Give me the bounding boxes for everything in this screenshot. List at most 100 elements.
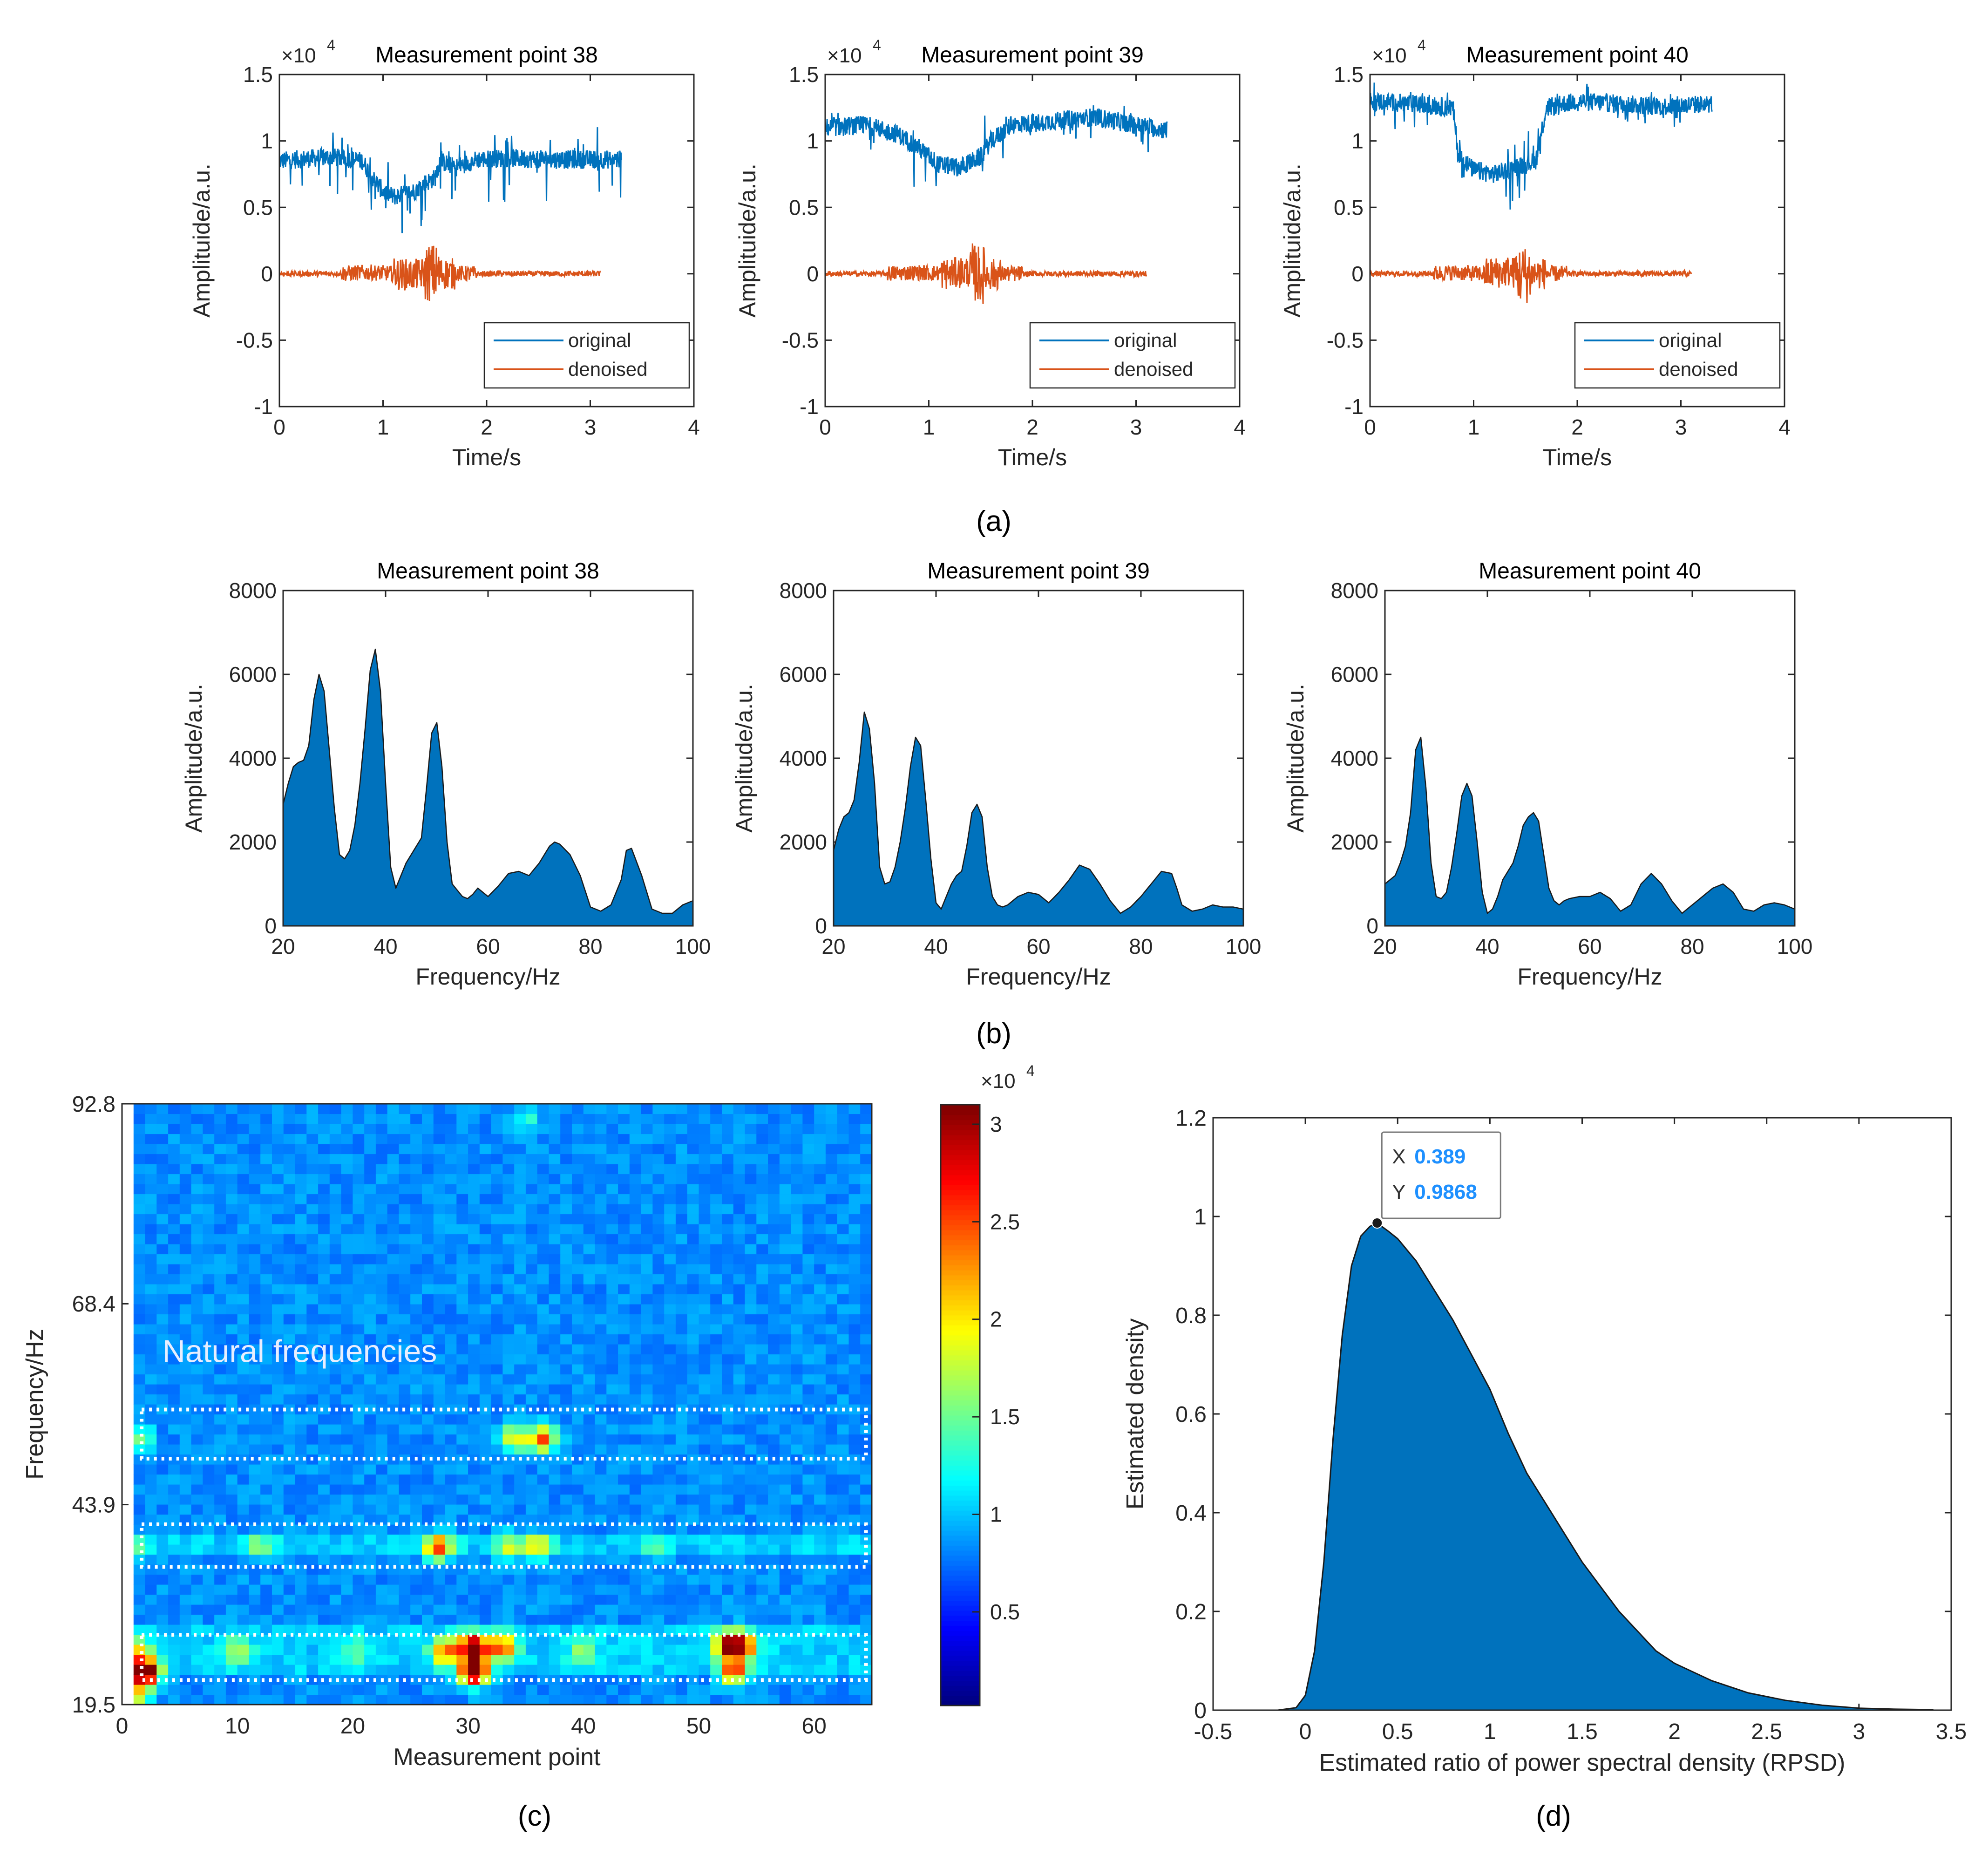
heatmap-cell xyxy=(214,1334,226,1345)
heatmap-cell xyxy=(191,1544,203,1555)
heatmap-cell xyxy=(618,1244,630,1255)
heatmap-cell xyxy=(583,1665,596,1675)
heatmap-cell xyxy=(225,1444,238,1455)
heatmap-cell xyxy=(756,1274,768,1284)
heatmap-cell xyxy=(145,1454,157,1465)
heatmap-cell xyxy=(214,1694,226,1705)
heatmap-cell xyxy=(145,1184,157,1195)
heatmap-cell xyxy=(514,1224,526,1235)
heatmap-cell xyxy=(364,1524,376,1535)
heatmap-cell xyxy=(756,1484,768,1495)
heatmap-cell xyxy=(814,1124,826,1135)
heatmap-cell xyxy=(687,1484,699,1495)
heatmap-cell xyxy=(814,1224,826,1235)
heatmap-cell xyxy=(191,1294,203,1305)
heatmap-cell xyxy=(445,1504,457,1515)
heatmap-cell xyxy=(802,1104,814,1114)
heatmap-cell xyxy=(848,1394,861,1405)
heatmap-cell xyxy=(306,1464,319,1475)
heatmap-cell xyxy=(353,1394,365,1405)
heatmap-cell xyxy=(572,1614,584,1625)
heatmap-cell xyxy=(675,1434,688,1445)
heatmap-cell xyxy=(710,1184,722,1195)
heatmap-cell xyxy=(191,1654,203,1665)
heatmap-cell xyxy=(422,1514,434,1525)
heatmap-cell xyxy=(675,1204,688,1215)
heatmap-cell xyxy=(306,1665,319,1675)
heatmap-cell xyxy=(791,1234,803,1244)
heatmap-cell xyxy=(560,1484,572,1495)
heatmap-cell xyxy=(860,1254,872,1264)
y-tick-label: 0 xyxy=(261,262,273,286)
heatmap-cell xyxy=(399,1424,411,1435)
heatmap-cell xyxy=(329,1574,342,1585)
heatmap-cell xyxy=(733,1604,746,1615)
heatmap-cell xyxy=(537,1324,550,1335)
heatmap-cell xyxy=(549,1144,561,1155)
heatmap-cell xyxy=(387,1644,400,1655)
heatmap-cell xyxy=(364,1334,376,1345)
heatmap-cell xyxy=(629,1644,642,1655)
heatmap-cell xyxy=(549,1514,561,1525)
heatmap-cell xyxy=(214,1174,226,1184)
heatmap-cell xyxy=(491,1685,503,1695)
heatmap-cell xyxy=(606,1194,618,1204)
colorbar-frame xyxy=(940,1104,981,1706)
heatmap-cell xyxy=(825,1294,838,1305)
heatmap-cell xyxy=(479,1424,492,1435)
heatmap-cell xyxy=(825,1284,838,1295)
heatmap-cell xyxy=(641,1314,653,1325)
heatmap-cell xyxy=(133,1174,146,1184)
heatmap-cell xyxy=(525,1544,538,1555)
heatmap-cell xyxy=(572,1384,584,1395)
heatmap-cell xyxy=(618,1434,630,1445)
heatmap-cell xyxy=(710,1304,722,1315)
heatmap-cell xyxy=(779,1194,792,1204)
heatmap-cell xyxy=(675,1644,688,1655)
heatmap-cell xyxy=(191,1694,203,1705)
heatmap-cell xyxy=(825,1414,838,1425)
heatmap-cell xyxy=(468,1354,480,1365)
colorbar-tick-label: 2 xyxy=(990,1307,1002,1332)
heatmap-cell xyxy=(179,1524,192,1535)
heatmap-cell xyxy=(295,1124,307,1135)
colorbar-segment xyxy=(941,1430,980,1436)
y-tick-label: 0 xyxy=(1366,914,1378,938)
heatmap-cell xyxy=(468,1614,480,1625)
heatmap-cell xyxy=(779,1124,792,1135)
heatmap-cell xyxy=(399,1584,411,1595)
heatmap-cell xyxy=(687,1284,699,1295)
heatmap-cell xyxy=(687,1685,699,1695)
x-tick-label: 3.5 xyxy=(1936,1719,1967,1744)
heatmap-cell xyxy=(537,1364,550,1375)
heatmap-cell xyxy=(502,1304,515,1315)
heatmap-cell xyxy=(260,1214,272,1224)
heatmap-cell xyxy=(618,1234,630,1244)
heatmap-cell xyxy=(756,1304,768,1315)
heatmap-cell xyxy=(825,1524,838,1535)
heatmap-cell xyxy=(272,1534,284,1545)
heatmap-cell xyxy=(410,1574,422,1585)
heatmap-cell xyxy=(514,1204,526,1215)
heatmap-cell xyxy=(237,1604,250,1615)
heatmap-cell xyxy=(283,1685,296,1695)
datatip-marker[interactable] xyxy=(1371,1217,1383,1229)
heatmap-cell xyxy=(768,1224,780,1235)
heatmap-cell xyxy=(387,1514,400,1525)
y-axis-label: Frequency/Hz xyxy=(21,1329,48,1480)
heatmap-cell xyxy=(791,1514,803,1525)
heatmap-cell xyxy=(260,1424,272,1435)
heatmap-cell xyxy=(272,1574,284,1585)
heatmap-cell xyxy=(168,1164,180,1175)
heatmap-cell xyxy=(410,1504,422,1515)
heatmap-cell xyxy=(525,1304,538,1315)
heatmap-cell xyxy=(375,1144,388,1155)
x-tick-label: 3 xyxy=(584,415,597,439)
heatmap-cell xyxy=(133,1244,146,1255)
heatmap-cell xyxy=(802,1204,814,1215)
heatmap-cell xyxy=(675,1254,688,1264)
heatmap-cell xyxy=(860,1244,872,1255)
heatmap-cell xyxy=(848,1614,861,1625)
heatmap-cell xyxy=(537,1534,550,1545)
heatmap-cell xyxy=(802,1374,814,1385)
